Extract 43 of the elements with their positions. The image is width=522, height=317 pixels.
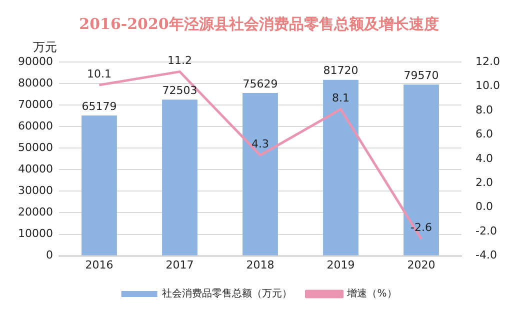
bar [323, 80, 358, 256]
y2-tick-label: 10.0 [476, 79, 500, 92]
bar [82, 115, 117, 256]
y2-tick-label: -4.0 [476, 248, 497, 262]
data-label: 4.3 [252, 138, 269, 151]
y-tick-label: 50000 [18, 140, 53, 154]
y-tick-label: 90000 [18, 54, 53, 68]
data-label: 65179 [82, 100, 117, 113]
x-tick-label: 2016 [85, 258, 114, 272]
data-label: 10.1 [86, 67, 112, 80]
y2-tick-label: 8.0 [476, 103, 494, 116]
y-tick-label: 20000 [18, 206, 53, 219]
y-axis-title: 万元 [32, 40, 57, 54]
data-label: 81720 [323, 64, 358, 78]
y-tick-label: 0 [46, 248, 53, 262]
y2-tick-label: 6.0 [476, 128, 494, 141]
x-tick-label: 2020 [407, 258, 436, 272]
y-tick-label: 80000 [18, 76, 53, 90]
y-tick-label: 40000 [18, 162, 53, 176]
y2-tick-label: -2.0 [476, 224, 497, 238]
y-tick-label: 70000 [18, 98, 53, 111]
y-tick-label: 10000 [18, 227, 53, 240]
y2-tick-label: 2.0 [476, 176, 494, 189]
bar [242, 92, 278, 256]
legend-label: 社会消费品零售总额（万元） [162, 288, 292, 300]
bar [404, 84, 439, 256]
data-label: 75629 [242, 77, 278, 90]
data-label: 8.1 [332, 92, 350, 105]
y-tick-label: 30000 [18, 184, 53, 198]
legend-label: 增速（%） [346, 288, 397, 300]
data-label: 79570 [404, 68, 439, 82]
x-tick-label: 2018 [246, 258, 274, 272]
y2-tick-label: 0.0 [476, 200, 494, 214]
bar [162, 100, 198, 256]
chart-title: 2016-2020年泾源县社会消费品零售总额及增长速度 [79, 14, 439, 33]
data-label: -2.6 [410, 221, 432, 234]
data-label: 11.2 [167, 54, 192, 68]
x-tick-label: 2019 [326, 258, 355, 272]
data-label: 72503 [162, 84, 198, 98]
y-tick-label: 60000 [18, 119, 53, 132]
x-tick-label: 2017 [166, 258, 194, 272]
y2-tick-label: 12.0 [476, 54, 500, 68]
y2-tick-label: 4.0 [476, 152, 494, 165]
